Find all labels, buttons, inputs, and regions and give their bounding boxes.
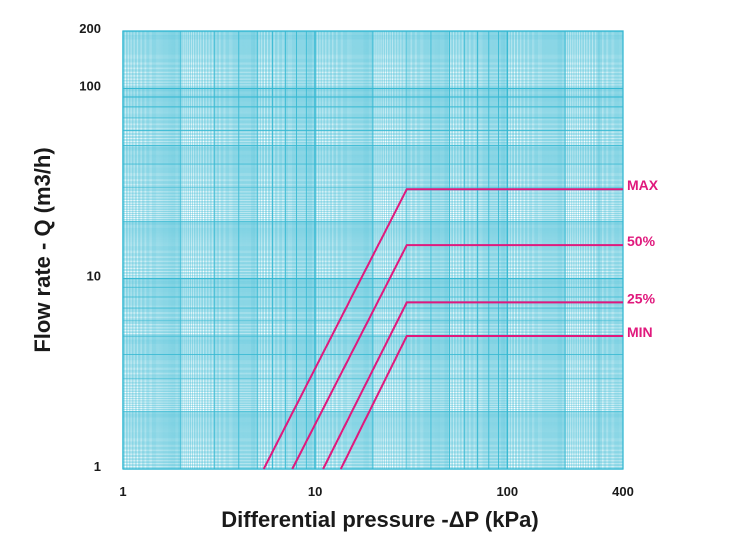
y-tick-label: 10	[87, 269, 101, 284]
x-tick-label: 10	[308, 484, 322, 499]
tick-labels: 1 10 100 400 1 10 100 200	[79, 21, 634, 499]
series-line-25-percent	[322, 301, 623, 470]
y-axis-title: Flow rate - Q (m3/h)	[30, 147, 55, 352]
y-tick-label: 100	[79, 78, 101, 93]
grid	[122, 30, 624, 470]
series-label-25-percent: 25%	[627, 290, 656, 306]
series-line-max	[262, 188, 623, 470]
series-label-min: MIN	[627, 324, 653, 340]
series-label-50-percent: 50%	[627, 233, 656, 249]
series-label-max: MAX	[627, 177, 659, 193]
series-line-min	[339, 335, 623, 470]
x-tick-label: 1	[119, 484, 126, 499]
series-group: MAX 50% 25% MIN	[262, 177, 659, 470]
x-tick-label: 100	[496, 484, 518, 499]
plot-border	[122, 30, 624, 470]
x-tick-label: 400	[612, 484, 634, 499]
y-tick-label: 200	[79, 21, 101, 36]
y-tick-label: 1	[94, 459, 101, 474]
x-axis-title: Differential pressure -ΔP (kPa)	[221, 507, 538, 532]
series-line-50-percent	[291, 244, 623, 470]
